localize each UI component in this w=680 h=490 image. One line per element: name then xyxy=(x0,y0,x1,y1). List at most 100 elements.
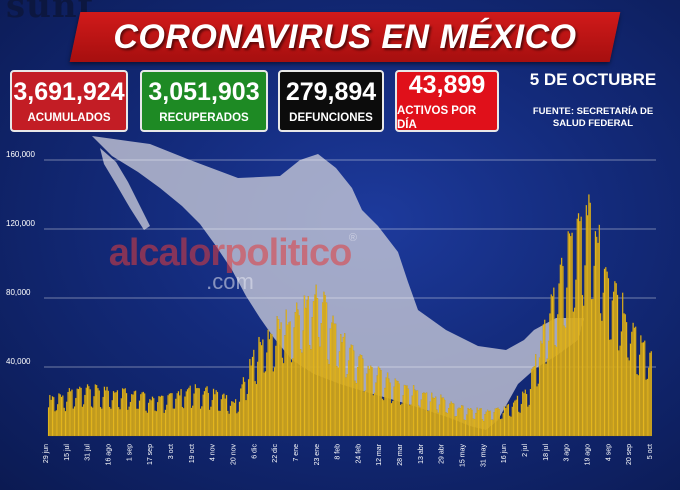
bar xyxy=(538,357,541,437)
bar xyxy=(632,322,634,437)
bar xyxy=(276,316,278,437)
bar xyxy=(505,407,507,437)
bar xyxy=(471,409,473,437)
report-date: 5 DE OCTUBRE xyxy=(529,70,657,89)
bar xyxy=(284,335,286,437)
bar xyxy=(397,381,399,437)
bar xyxy=(321,302,324,437)
bar xyxy=(345,377,347,437)
bar xyxy=(514,400,516,437)
bar xyxy=(557,314,559,437)
bar xyxy=(49,394,51,437)
bar xyxy=(47,407,50,437)
bar xyxy=(341,342,343,437)
x-tick-label: 16 ago xyxy=(105,444,112,466)
bar xyxy=(166,404,168,437)
bar xyxy=(509,415,511,437)
chart-bars xyxy=(47,194,652,437)
bar xyxy=(473,418,476,437)
source-line-2: SALUD FEDERAL xyxy=(552,118,634,129)
bar xyxy=(292,358,294,437)
bar xyxy=(598,224,600,437)
bar xyxy=(160,395,163,437)
bar xyxy=(406,385,408,437)
bar xyxy=(320,323,322,437)
bar xyxy=(246,393,248,437)
stat-value-activos: 43,899 xyxy=(408,70,486,99)
bar xyxy=(115,392,117,437)
x-tick-label: 7 ene xyxy=(293,444,300,462)
bar xyxy=(151,396,154,437)
bar xyxy=(106,386,108,437)
bar xyxy=(450,401,452,437)
bar xyxy=(475,412,477,437)
x-tick-label: 31 may xyxy=(480,444,487,467)
bar xyxy=(380,370,382,437)
bar xyxy=(609,339,611,437)
bar xyxy=(618,350,620,437)
x-tick-label: 12 mar xyxy=(376,443,383,465)
bar xyxy=(73,406,76,437)
stat-label-defunciones: DEFUNCIONES xyxy=(289,111,373,124)
bar xyxy=(231,401,233,437)
bar xyxy=(559,264,562,437)
bar xyxy=(607,278,610,437)
bar xyxy=(338,351,341,437)
bar xyxy=(298,315,300,437)
bar xyxy=(424,393,426,437)
bar xyxy=(440,394,442,437)
bar xyxy=(264,371,267,437)
bar xyxy=(480,408,482,437)
bar xyxy=(215,390,217,437)
bar xyxy=(572,311,574,437)
bar xyxy=(453,403,455,437)
bar xyxy=(262,339,264,437)
bar xyxy=(418,405,420,437)
bar xyxy=(208,409,211,437)
bar xyxy=(79,386,81,437)
bar xyxy=(447,407,450,437)
bar xyxy=(511,406,513,437)
bar xyxy=(346,374,348,437)
bar xyxy=(186,389,189,437)
bar xyxy=(188,387,190,437)
bar xyxy=(270,333,272,437)
bar xyxy=(454,416,456,437)
bar xyxy=(288,322,290,437)
bar xyxy=(176,393,178,437)
bar xyxy=(112,391,115,437)
bar xyxy=(561,257,563,437)
bar xyxy=(202,394,204,437)
bar xyxy=(70,391,72,437)
bar xyxy=(171,393,173,437)
bar xyxy=(484,414,486,437)
bar xyxy=(68,388,71,437)
bar xyxy=(250,365,252,437)
bar xyxy=(597,242,599,437)
bar xyxy=(179,395,181,437)
bar xyxy=(575,279,577,437)
bar xyxy=(358,356,360,437)
bar xyxy=(615,283,617,437)
bar xyxy=(247,379,250,437)
x-tick-label: 15 may xyxy=(460,444,467,467)
bar xyxy=(310,349,312,437)
bar xyxy=(485,411,487,437)
bar xyxy=(362,358,364,437)
bar xyxy=(62,395,64,437)
bar xyxy=(266,352,268,437)
bar xyxy=(638,354,641,437)
x-tick-label: 4 nov xyxy=(210,444,217,462)
bar xyxy=(197,387,199,437)
y-tick-label: 80,000 xyxy=(6,288,31,297)
bar xyxy=(196,388,198,437)
bar xyxy=(535,354,537,437)
bar xyxy=(411,395,413,437)
bar xyxy=(649,352,651,437)
bar xyxy=(510,416,512,437)
bar xyxy=(599,313,602,437)
bar xyxy=(410,404,412,437)
bar xyxy=(645,379,647,437)
bar xyxy=(375,382,377,437)
bar xyxy=(405,385,407,437)
